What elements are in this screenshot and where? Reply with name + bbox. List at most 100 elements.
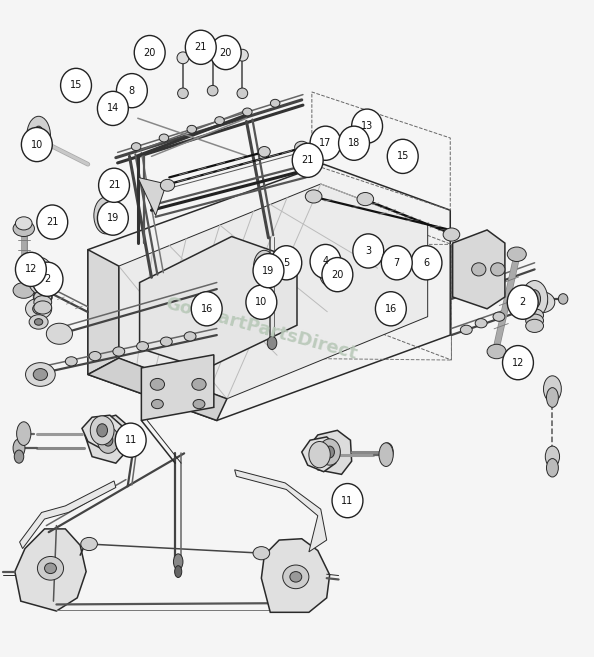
Ellipse shape [160, 179, 175, 191]
Circle shape [353, 234, 384, 268]
Circle shape [387, 139, 418, 173]
Text: 20: 20 [144, 47, 156, 58]
Polygon shape [235, 470, 327, 552]
Ellipse shape [26, 363, 55, 386]
Ellipse shape [507, 247, 526, 261]
Ellipse shape [45, 563, 56, 574]
Ellipse shape [184, 332, 196, 341]
Polygon shape [15, 529, 86, 611]
Ellipse shape [357, 193, 374, 206]
Ellipse shape [309, 442, 330, 468]
Ellipse shape [34, 290, 52, 304]
Ellipse shape [14, 450, 24, 463]
Circle shape [99, 168, 129, 202]
Ellipse shape [34, 296, 52, 309]
Ellipse shape [177, 52, 189, 64]
Ellipse shape [460, 325, 472, 334]
Text: 16: 16 [201, 304, 213, 314]
Ellipse shape [13, 221, 34, 237]
Ellipse shape [258, 147, 270, 157]
Ellipse shape [325, 263, 334, 278]
Ellipse shape [150, 378, 165, 390]
Ellipse shape [97, 427, 119, 453]
Ellipse shape [283, 565, 309, 589]
Ellipse shape [193, 399, 205, 409]
Circle shape [21, 127, 52, 162]
Text: 15: 15 [70, 80, 82, 91]
Ellipse shape [46, 323, 72, 344]
Ellipse shape [511, 306, 523, 315]
Circle shape [381, 246, 412, 280]
Ellipse shape [187, 125, 197, 133]
Polygon shape [88, 358, 227, 420]
Ellipse shape [544, 376, 561, 402]
Ellipse shape [319, 255, 340, 286]
Ellipse shape [29, 315, 48, 329]
Ellipse shape [526, 319, 544, 332]
Polygon shape [82, 415, 122, 450]
Circle shape [116, 74, 147, 108]
Circle shape [134, 35, 165, 70]
Ellipse shape [207, 85, 218, 96]
Circle shape [503, 346, 533, 380]
Polygon shape [140, 237, 297, 369]
Text: 21: 21 [46, 217, 58, 227]
Circle shape [191, 292, 222, 326]
Ellipse shape [325, 446, 334, 458]
Circle shape [352, 109, 383, 143]
Ellipse shape [34, 319, 43, 325]
Circle shape [246, 285, 277, 319]
Circle shape [322, 258, 353, 292]
Ellipse shape [33, 126, 44, 146]
Polygon shape [20, 481, 116, 549]
Text: 12: 12 [25, 264, 37, 275]
Ellipse shape [159, 134, 169, 142]
Text: 19: 19 [263, 265, 274, 276]
Circle shape [37, 205, 68, 239]
Circle shape [339, 126, 369, 160]
Polygon shape [453, 230, 505, 309]
Text: 21: 21 [195, 42, 207, 53]
Ellipse shape [26, 298, 52, 319]
Ellipse shape [15, 217, 32, 230]
Ellipse shape [443, 228, 460, 241]
Circle shape [411, 246, 442, 280]
Ellipse shape [522, 281, 548, 317]
Polygon shape [119, 184, 428, 399]
Ellipse shape [33, 290, 52, 304]
Text: 4: 4 [323, 256, 328, 267]
Ellipse shape [160, 337, 172, 346]
Circle shape [61, 68, 91, 102]
Ellipse shape [175, 566, 182, 578]
Ellipse shape [137, 342, 148, 351]
Ellipse shape [475, 319, 487, 328]
Ellipse shape [493, 312, 505, 321]
Text: 6: 6 [424, 258, 429, 268]
Ellipse shape [13, 439, 25, 457]
Text: 16: 16 [385, 304, 397, 314]
Ellipse shape [37, 556, 64, 580]
Text: 20: 20 [220, 47, 232, 58]
Ellipse shape [17, 422, 31, 445]
Ellipse shape [103, 434, 113, 446]
Polygon shape [84, 415, 129, 463]
Ellipse shape [545, 446, 560, 467]
Ellipse shape [305, 190, 322, 203]
Text: 20: 20 [331, 269, 343, 280]
Ellipse shape [90, 416, 114, 445]
Circle shape [15, 252, 46, 286]
Ellipse shape [65, 357, 77, 366]
Ellipse shape [536, 298, 548, 307]
Ellipse shape [379, 443, 393, 466]
Text: 10: 10 [255, 297, 267, 307]
Ellipse shape [113, 347, 125, 356]
Ellipse shape [215, 117, 225, 125]
Ellipse shape [295, 141, 309, 153]
Text: 13: 13 [361, 121, 373, 131]
Ellipse shape [236, 49, 248, 61]
Polygon shape [88, 250, 119, 374]
Text: 7: 7 [394, 258, 400, 268]
Circle shape [115, 423, 146, 457]
Ellipse shape [27, 258, 53, 294]
Text: 8: 8 [129, 85, 135, 96]
